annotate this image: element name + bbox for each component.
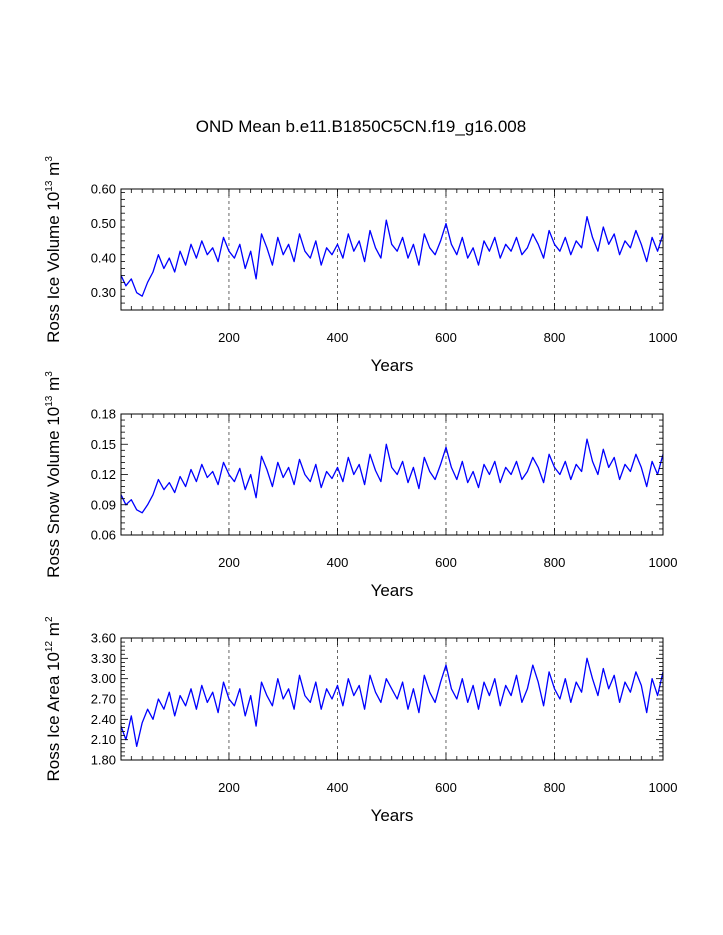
x-tick-label-ice-volume-1000: 1000 [649, 330, 678, 345]
y-tick-label-ice-area-3: 2.70 [91, 692, 116, 707]
x-tick-label-snow-volume-400: 400 [327, 555, 349, 570]
x-axis-label-ice-volume: Years [371, 356, 414, 375]
y-tick-label-ice-area-2: 2.40 [91, 712, 116, 727]
x-tick-label-snow-volume-1000: 1000 [649, 555, 678, 570]
x-tick-label-ice-volume-400: 400 [327, 330, 349, 345]
y-tick-label-ice-area-1: 2.10 [91, 732, 116, 747]
y-tick-label-snow-volume-1: 0.09 [91, 497, 116, 512]
y-tick-label-ice-volume-2: 0.50 [91, 216, 116, 231]
y-axis-label-snow-volume: Ross Snow Volume 1013 m3 [44, 371, 63, 578]
x-tick-label-ice-volume-600: 600 [435, 330, 457, 345]
plot-frame-snow-volume [120, 413, 664, 536]
y-axis-label-unit-ice-area: m [44, 622, 63, 641]
y-axis-label-unit-exponent-snow-volume: 3 [44, 371, 55, 377]
series-line-ice-volume [120, 216, 664, 297]
y-tick-label-ice-area-0: 1.80 [91, 753, 116, 768]
y-axis-label-exponent-ice-volume: 13 [44, 180, 55, 192]
y-axis-label-text-ice-volume: Ross Ice Volume 10 [44, 192, 63, 343]
y-axis-label-unit-ice-volume: m [44, 162, 63, 181]
y-tick-label-snow-volume-3: 0.15 [91, 437, 116, 452]
panel-ice-area: 200 400 600 800 1000 1.80 2.10 2.40 2.70 3.00 3.30… [44, 616, 677, 825]
y-axis-label-text-ice-area: Ross Ice Area 10 [44, 652, 63, 781]
y-axis-label-exponent-ice-area: 12 [44, 640, 55, 652]
plot-panels: 200 400 600 800 1000 0.30 0.40 0.50 0.60 Years Ros… [44, 156, 677, 825]
x-tick-label-ice-area-400: 400 [327, 780, 349, 795]
x-tick-label-snow-volume-800: 800 [544, 555, 566, 570]
x-tick-label-snow-volume-600: 600 [435, 555, 457, 570]
y-axis-label-text-snow-volume: Ross Snow Volume 10 [44, 407, 63, 578]
x-tick-label-ice-area-800: 800 [544, 780, 566, 795]
x-tick-label-ice-volume-200: 200 [218, 330, 240, 345]
y-tick-label-ice-area-5: 3.30 [91, 651, 116, 666]
y-axis-label-exponent-snow-volume: 13 [44, 395, 55, 407]
y-tick-label-snow-volume-0: 0.06 [91, 528, 116, 543]
x-tick-label-ice-area-600: 600 [435, 780, 457, 795]
figure-title: OND Mean b.e11.B1850C5CN.f19_g16.008 [196, 117, 526, 136]
y-tick-label-ice-area-6: 3.60 [91, 631, 116, 646]
panel-snow-volume: 200 400 600 800 1000 0.06 0.09 0.12 0.15 0.18 Year… [44, 371, 677, 600]
y-axis-label-unit-exponent-ice-volume: 3 [44, 156, 55, 162]
x-tick-label-ice-area-1000: 1000 [649, 780, 678, 795]
x-tick-label-ice-volume-800: 800 [544, 330, 566, 345]
y-axis-label-ice-volume: Ross Ice Volume 1013 m3 [44, 156, 63, 343]
x-axis-label-ice-area: Years [371, 806, 414, 825]
series-line-ice-area [120, 657, 664, 748]
y-tick-label-ice-volume-1: 0.40 [91, 251, 116, 266]
y-axis-label-unit-snow-volume: m [44, 377, 63, 396]
y-tick-label-ice-volume-3: 0.60 [91, 182, 116, 197]
y-tick-label-ice-area-4: 3.00 [91, 671, 116, 686]
series-line-snow-volume [120, 438, 664, 514]
plot-frame-ice-area [120, 637, 664, 761]
x-tick-label-ice-area-200: 200 [218, 780, 240, 795]
y-tick-label-snow-volume-4: 0.18 [91, 407, 116, 422]
x-tick-label-snow-volume-200: 200 [218, 555, 240, 570]
y-axis-label-unit-exponent-ice-area: 2 [44, 616, 55, 622]
panel-ice-volume: 200 400 600 800 1000 0.30 0.40 0.50 0.60 Years Ros… [44, 156, 677, 375]
y-tick-label-snow-volume-2: 0.12 [91, 467, 116, 482]
x-axis-label-snow-volume: Years [371, 581, 414, 600]
y-tick-label-ice-volume-0: 0.30 [91, 285, 116, 300]
plot-frame-ice-volume [120, 188, 664, 311]
y-axis-label-ice-area: Ross Ice Area 1012 m2 [44, 616, 63, 781]
